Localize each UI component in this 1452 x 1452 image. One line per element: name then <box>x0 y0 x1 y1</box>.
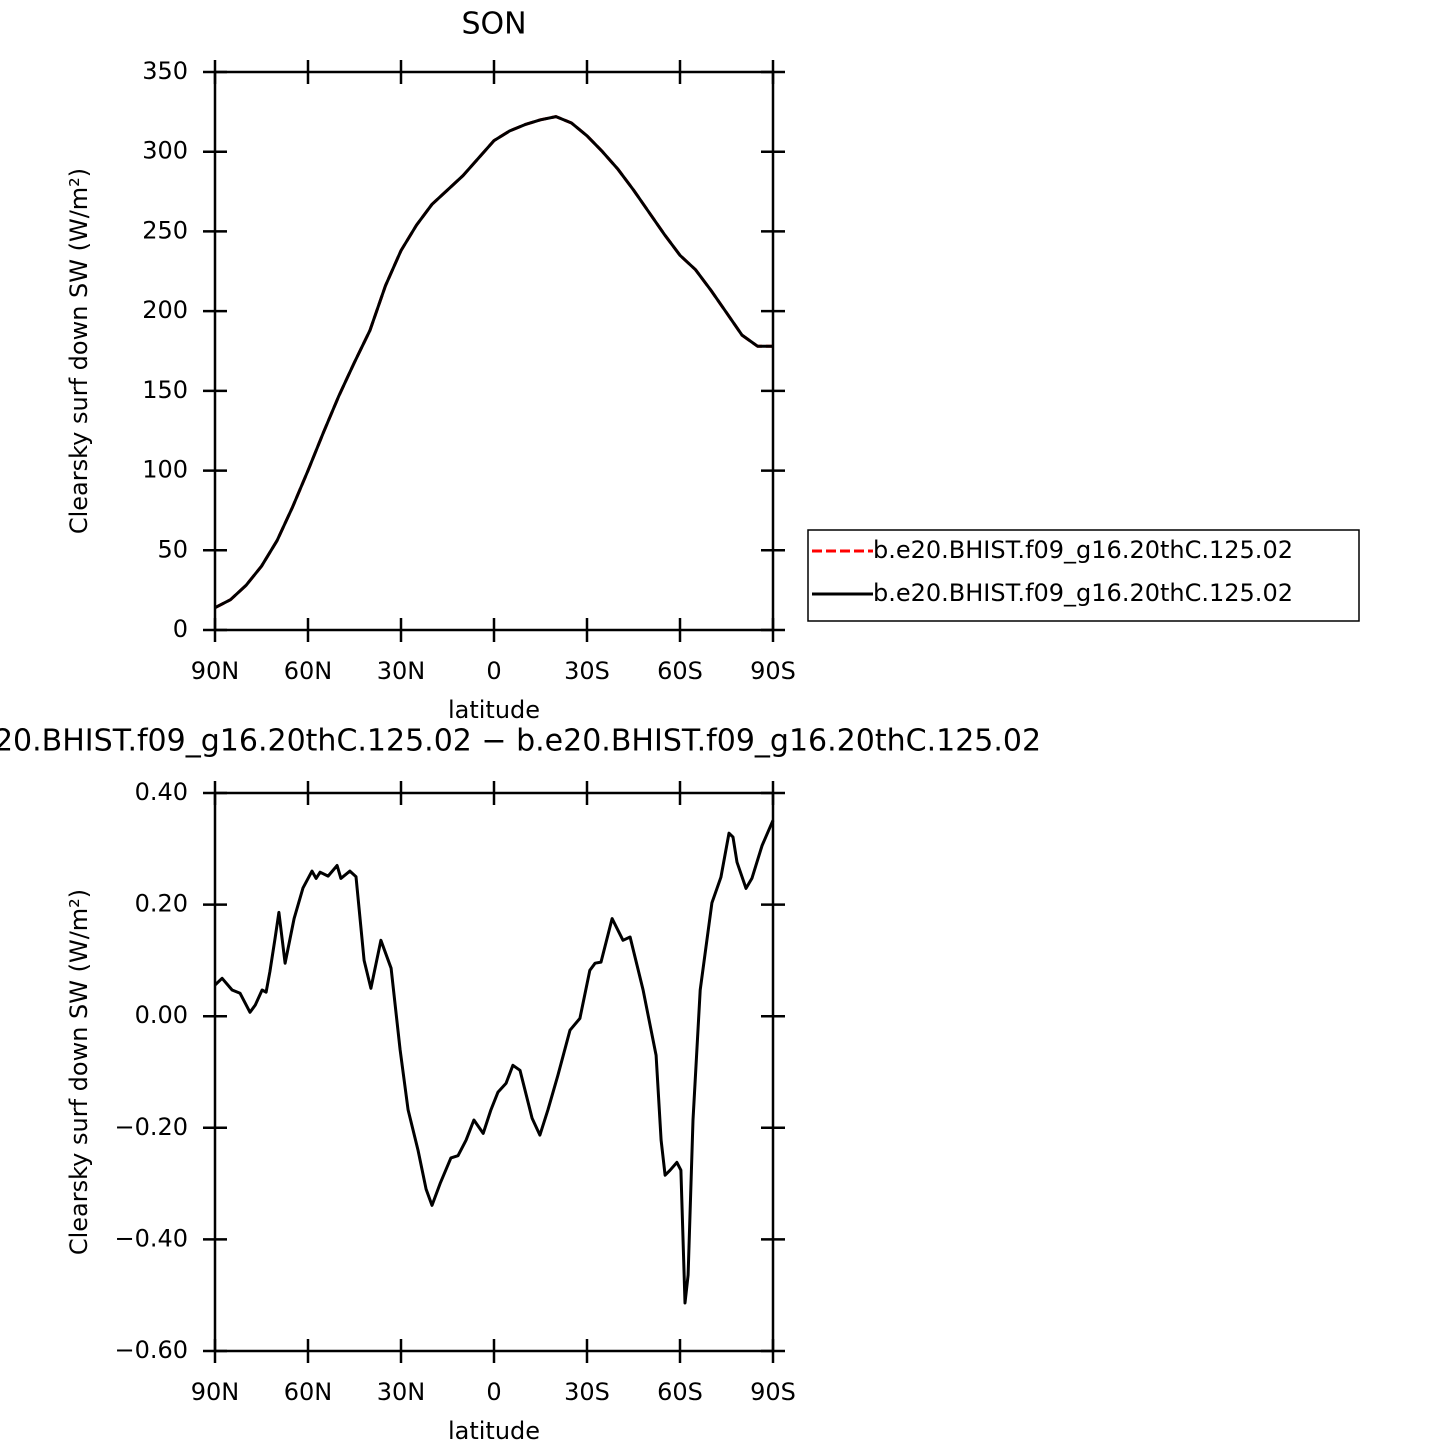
x-tick-label: 60N <box>284 657 333 685</box>
y-tick-label: 0 <box>173 615 188 643</box>
y-tick-label: 200 <box>142 296 188 324</box>
x-tick-label: 60N <box>284 1378 333 1406</box>
x-tick-label: 30N <box>377 1378 426 1406</box>
y-tick-label: 0.40 <box>135 778 188 806</box>
y-tick-label: 150 <box>142 376 188 404</box>
x-tick-label: 60S <box>657 657 703 685</box>
legend-label: b.e20.BHIST.f09_g16.20thC.125.02 <box>873 579 1293 607</box>
x-tick-label: 0 <box>486 1378 501 1406</box>
y-tick-label: 250 <box>142 216 188 244</box>
y-axis-label: Clearsky surf down SW (W/m²) <box>65 168 93 534</box>
x-tick-label: 30S <box>564 657 610 685</box>
x-tick-label: 90S <box>750 1378 796 1406</box>
plot-frame <box>213 70 775 632</box>
x-tick-label: 30N <box>377 657 426 685</box>
legend-label: b.e20.BHIST.f09_g16.20thC.125.02 <box>873 536 1293 564</box>
x-tick-label: 0 <box>486 657 501 685</box>
data-line <box>214 115 773 610</box>
legend-box <box>807 529 1360 622</box>
y-tick-label: −0.40 <box>114 1224 188 1252</box>
y-tick-label: −0.60 <box>114 1336 188 1364</box>
data-line <box>213 819 775 1305</box>
y-tick-label: −0.20 <box>114 1113 188 1141</box>
y-tick-label: 300 <box>142 137 188 165</box>
x-tick-label: 30S <box>564 1378 610 1406</box>
x-tick-label: 60S <box>657 1378 703 1406</box>
x-tick-label: 90N <box>191 1378 240 1406</box>
y-tick-label: 350 <box>142 57 188 85</box>
chart-title: b.e20.BHIST.f09_g16.20thC.125.02 − b.e20… <box>0 724 1041 759</box>
x-axis-label: latitude <box>448 696 540 724</box>
x-axis-label: latitude <box>448 1417 540 1445</box>
y-tick-label: 100 <box>142 456 188 484</box>
plot-frame <box>213 791 775 1353</box>
chart-title: SON <box>461 7 526 42</box>
x-tick-label: 90S <box>750 657 796 685</box>
y-tick-label: 0.00 <box>135 1001 188 1029</box>
y-axis-label: Clearsky surf down SW (W/m²) <box>65 889 93 1255</box>
y-tick-label: 50 <box>157 535 188 563</box>
y-tick-label: 0.20 <box>135 890 188 918</box>
data-line <box>214 115 773 610</box>
x-tick-label: 90N <box>191 657 240 685</box>
